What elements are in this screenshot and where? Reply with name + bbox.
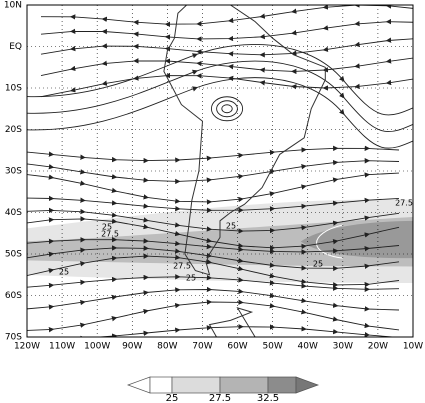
streamline (210, 96, 244, 122)
colorbar-label: 25 (166, 393, 179, 403)
streamline (216, 100, 238, 118)
lat-label: 50S (5, 250, 22, 260)
streamline (40, 57, 413, 77)
streamline (27, 60, 413, 132)
lat-label: 40S (5, 208, 22, 218)
lon-label: 10W (403, 342, 423, 352)
lon-label: 60W (227, 342, 247, 352)
colorbar-label: 27.5 (209, 393, 231, 403)
lat-label: EQ (9, 42, 22, 52)
streamline (221, 104, 233, 114)
coastline (163, 5, 326, 276)
lon-label: 100W (84, 342, 110, 352)
coastline (208, 307, 256, 337)
contour-label: 25 (313, 260, 323, 269)
lat-label: 60S (5, 291, 22, 301)
contour-label: 27.5 (173, 262, 191, 271)
contour-label: 25 (226, 222, 236, 231)
lat-label: 10S (5, 84, 22, 94)
streamline (48, 324, 399, 337)
colorbar: 25 27.5 32.5 (126, 376, 320, 403)
coastline (20, 349, 231, 370)
lat-label: 70S (5, 333, 22, 343)
streamline (27, 172, 400, 205)
lon-label: 120W (14, 342, 40, 352)
lon-label: 30W (333, 342, 353, 352)
lat-label: 30S (5, 167, 22, 177)
streamline (40, 18, 413, 42)
lon-label: 70W (192, 342, 212, 352)
map-area (20, 5, 413, 370)
lon-label: 20W (368, 342, 388, 352)
lon-label: 110W (49, 342, 75, 352)
lon-label: 90W (122, 342, 142, 352)
contour-label: 27.5 (395, 199, 413, 208)
streamline (27, 286, 400, 312)
contour-label: 27.5 (101, 230, 119, 239)
lon-label: 50W (262, 342, 282, 352)
lon-label: 80W (157, 342, 177, 352)
contour-label: 25 (59, 268, 69, 277)
colorbar-label: 32.5 (257, 393, 279, 403)
map-frame (26, 4, 414, 338)
streamline (27, 145, 400, 164)
lat-label: 10N (4, 1, 22, 11)
lon-label: 40W (298, 342, 318, 352)
contour-label: 25 (186, 274, 196, 283)
contour-label: 25 (102, 223, 112, 232)
lat-label: 20S (5, 125, 22, 135)
streamline (27, 44, 413, 116)
streamline (40, 5, 413, 27)
streamline (27, 77, 413, 149)
